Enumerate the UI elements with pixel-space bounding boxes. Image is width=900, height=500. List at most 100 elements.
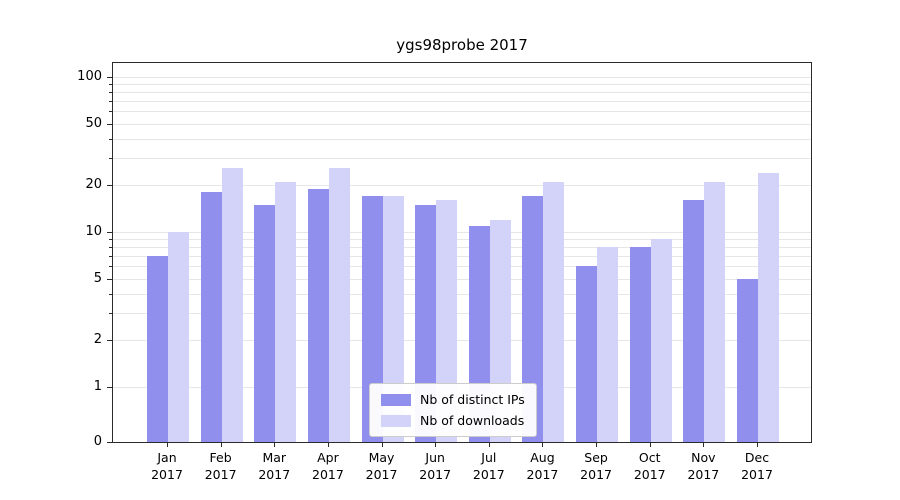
gridline-40 [113,138,811,140]
x-axis-label-oct: Oct 2017 [633,450,666,482]
gridline-5 [113,278,811,280]
y-axis-label-100: 100 [77,69,102,84]
gridline-4 [113,293,811,295]
legend-item-downloads: Nb of downloads [381,413,525,428]
bar-distinct-ips-jun [415,205,437,442]
x-axis-label-dec: Dec 2017 [741,450,773,482]
y-tick-major-2 [107,340,112,342]
bar-distinct-ips-oct [629,247,651,442]
x-axis-label-nov: Nov 2017 [687,450,720,482]
y-axis-label-1: 1 [93,379,102,394]
x-tick-feb [220,443,222,447]
gridline-6 [113,266,811,268]
plot-area: Nb of distinct IPs Nb of downloads [112,62,812,443]
x-tick-mar [274,443,276,447]
bar-downloads-aug [543,182,565,442]
y-tick-major-50 [107,123,112,125]
y-axis-label-50: 50 [85,115,102,131]
gridline-80 [113,92,811,94]
y-axis-label-10: 10 [85,224,102,239]
x-tick-dec [757,443,758,447]
y-tick-major-5 [107,278,112,280]
y-tick-major-100 [107,77,112,78]
x-tick-may [381,443,383,447]
x-axis-label-feb: Feb 2017 [204,450,237,482]
bar-distinct-ips-mar [254,205,276,442]
y-tick-minor-40 [109,138,112,140]
bar-downloads-sep [597,247,619,442]
y-tick-minor-4 [109,293,112,295]
gridline-60 [113,111,811,113]
y-tick-minor-30 [109,158,112,160]
bar-downloads-mar [275,182,297,442]
gridline-100 [113,77,811,78]
y-tick-minor-7 [109,256,112,257]
y-axis-label-2: 2 [93,332,102,348]
bar-downloads-dec [758,173,779,442]
x-tick-jul [488,443,490,447]
bar-downloads-jan [168,232,189,442]
gridline-30 [113,158,811,160]
gridline-70 [113,101,811,103]
y-tick-minor-3 [109,313,112,315]
bar-distinct-ips-feb [200,192,222,442]
y-tick-minor-90 [109,84,112,86]
gridline-50 [113,123,811,125]
bar-distinct-ips-dec [737,279,758,442]
gridline-90 [113,84,811,86]
y-tick-minor-60 [109,111,112,113]
y-tick-major-0 [107,442,112,443]
chart-title: ygs98probe 2017 [396,36,528,54]
y-tick-minor-9 [109,239,112,241]
x-tick-jun [435,443,437,447]
bar-downloads-nov [704,182,726,442]
legend-swatch-downloads [381,414,411,427]
bar-distinct-ips-jan [147,256,168,442]
bar-distinct-ips-nov [683,200,705,442]
x-axis-label-aug: Aug 2017 [526,450,559,482]
y-axis-label-20: 20 [85,177,102,193]
gridline-7 [113,256,811,258]
y-tick-minor-6 [109,266,112,268]
y-tick-minor-80 [109,92,112,94]
y-axis-label-5: 5 [93,270,102,286]
bar-downloads-apr [328,168,350,442]
y-tick-major-20 [107,185,112,187]
x-axis-label-apr: Apr 2017 [312,450,344,482]
y-tick-minor-8 [109,247,112,249]
x-tick-oct [649,443,651,447]
bar-distinct-ips-aug [522,196,544,442]
bar-downloads-jun [436,200,458,442]
gridline-9 [113,239,811,241]
x-tick-sep [596,443,598,447]
gridline-2 [113,340,811,342]
legend-item-distinct-ips: Nb of distinct IPs [381,392,525,407]
gridline-20 [113,185,811,187]
x-tick-jan [167,443,168,447]
x-axis-label-sep: Sep 2017 [580,450,612,482]
bar-downloads-may [382,196,404,442]
gridline-10 [113,232,811,233]
x-axis-label-jan: Jan 2017 [151,450,183,482]
bar-distinct-ips-sep [576,266,598,442]
gridline-8 [113,247,811,249]
x-axis-label-jul: Jul 2017 [472,450,505,482]
x-tick-aug [542,443,544,447]
x-tick-apr [327,443,329,447]
gridline-3 [113,313,811,315]
y-tick-minor-70 [109,101,112,102]
bar-distinct-ips-apr [307,189,329,442]
legend: Nb of distinct IPs Nb of downloads [369,383,537,437]
legend-swatch-distinct-ips [381,393,411,406]
y-axis-label-0: 0 [93,434,102,449]
x-axis-label-jun: Jun 2017 [419,450,452,482]
bar-downloads-feb [221,168,243,442]
legend-label-downloads: Nb of downloads [420,413,525,428]
x-axis-label-may: May 2017 [365,450,398,482]
bar-distinct-ips-may [361,196,383,442]
x-tick-nov [703,443,705,447]
bar-downloads-oct [650,239,672,442]
legend-label-distinct-ips: Nb of distinct IPs [420,392,525,407]
x-axis-label-mar: Mar 2017 [258,450,291,482]
y-tick-major-10 [107,232,112,233]
